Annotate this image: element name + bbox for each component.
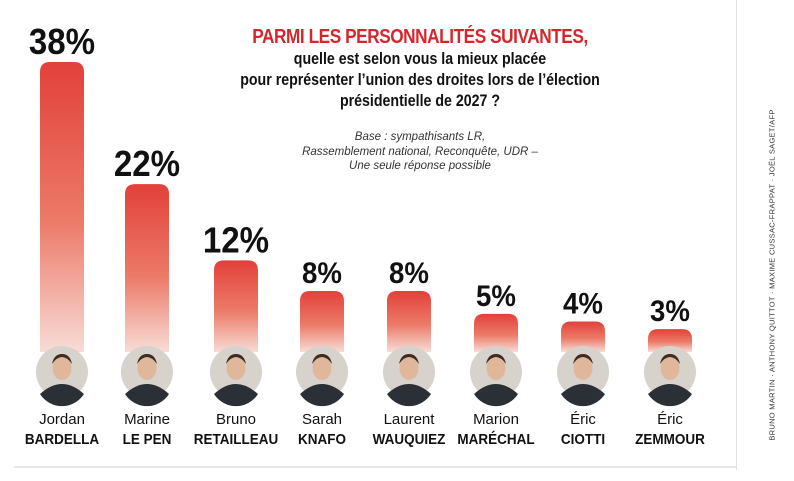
value-label: 38% [29, 23, 95, 63]
bar [214, 260, 258, 352]
last-name: BARDELLA [25, 431, 99, 448]
bar [40, 62, 84, 352]
divider [736, 0, 737, 470]
portrait-photo [121, 346, 173, 407]
value-label: 5% [476, 280, 516, 313]
last-name: WAUQUIEZ [373, 431, 446, 448]
first-name: Éric [570, 411, 596, 428]
portrait-shoulders [40, 384, 84, 407]
portrait-hair [660, 354, 680, 364]
first-name: Sarah [302, 411, 342, 428]
portrait-shoulders [300, 384, 344, 407]
first-name: Éric [657, 411, 683, 428]
portrait-face [660, 356, 680, 380]
chart-title: PARMI LES PERSONNALITÉS SUIVANTES, quell… [210, 26, 630, 112]
base-note: Base : sympathisants LR, Rassemblement n… [250, 130, 590, 174]
title-line: présidentielle de 2027 ? [339, 92, 501, 110]
portrait-hair [399, 354, 419, 364]
last-name: MARÉCHAL [457, 430, 534, 448]
first-name: Marine [124, 411, 170, 428]
last-name: CIOTTI [561, 431, 605, 448]
last-name: LE PEN [123, 431, 172, 448]
portrait-hair [226, 354, 246, 364]
portrait-shoulders [561, 384, 605, 407]
base-note-line: Base : sympathisants LR, [354, 131, 486, 143]
portrait-photo [383, 346, 435, 407]
value-label: 8% [302, 257, 342, 290]
portrait-hair [312, 354, 332, 364]
bar [474, 313, 518, 352]
last-name: KNAFO [298, 431, 346, 448]
divider [14, 466, 736, 468]
portrait-face [226, 356, 246, 380]
bar [125, 184, 169, 352]
first-name: Jordan [39, 411, 85, 428]
first-name: Bruno [216, 411, 256, 428]
portrait-face [573, 356, 593, 380]
photo-credit-text: BRUNO MARTIN · ANTHONY QUITTOT · MAXIME … [767, 109, 777, 441]
first-name: Marion [473, 411, 519, 428]
portrait-face [312, 356, 332, 380]
title-highlight: PARMI LES PERSONNALITÉS SUIVANTES, [252, 26, 588, 48]
last-name: ZEMMOUR [635, 431, 705, 448]
bars-group: 38% Jordan BARDELLA 22% Marine LE PEN 12% Bruno… [25, 23, 705, 448]
bar [387, 290, 431, 352]
portrait-hair [52, 354, 72, 364]
bar [300, 290, 344, 352]
bar [648, 329, 692, 352]
portrait-shoulders [474, 384, 518, 407]
title-line: pour représenter l’union des droites lor… [240, 71, 600, 89]
last-name: RETAILLEAU [194, 431, 278, 448]
portrait-shoulders [387, 384, 431, 407]
first-name: Laurent [384, 411, 436, 428]
portrait-photo [470, 346, 522, 407]
value-label: 12% [203, 221, 269, 261]
portrait-face [52, 356, 72, 380]
portrait-hair [137, 354, 157, 364]
portrait-photo [36, 346, 88, 407]
portrait-face [399, 356, 419, 380]
portrait-photo [644, 346, 696, 407]
portrait-photo [296, 346, 348, 407]
value-label: 22% [114, 145, 180, 185]
portrait-hair [573, 354, 593, 364]
portrait-shoulders [214, 384, 258, 407]
photo-credit: BRUNO MARTIN · ANTHONY QUITTOT · MAXIME … [764, 100, 780, 450]
base-note-line: Rassemblement national, Reconquête, UDR … [302, 145, 538, 158]
portrait-photo [557, 346, 609, 407]
portrait-face [137, 356, 157, 380]
portrait-shoulders [125, 384, 169, 407]
portrait-face [486, 356, 506, 380]
value-label: 8% [389, 257, 429, 290]
base-note-line: Une seule réponse possible [349, 160, 491, 172]
portrait-shoulders [648, 384, 692, 407]
value-label: 4% [563, 287, 603, 320]
value-label: 3% [650, 295, 690, 328]
bar [561, 321, 605, 352]
title-line: quelle est selon vous la mieux placée [293, 50, 547, 68]
portrait-hair [486, 354, 506, 364]
portrait-photo [210, 346, 262, 407]
